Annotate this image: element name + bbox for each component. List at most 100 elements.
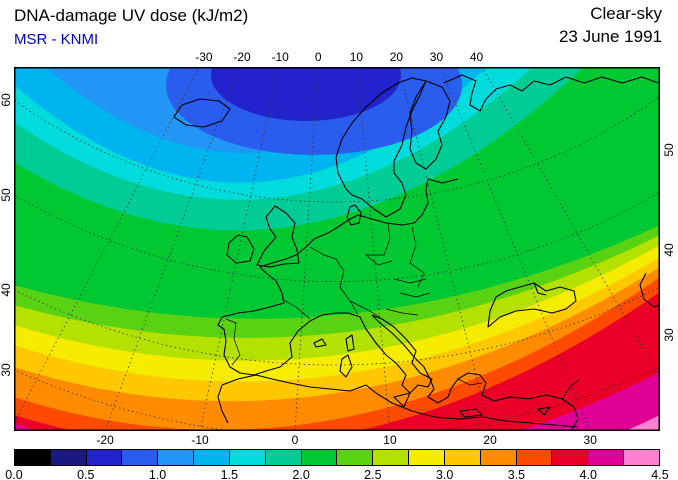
lat-tick-label: 60 — [0, 93, 13, 107]
country-border-path — [393, 278, 427, 284]
coastline-path — [346, 204, 362, 226]
page-title: DNA-damage UV dose (kJ/m2) — [14, 6, 249, 25]
coastline-path — [217, 384, 229, 424]
longitude-ticks-bottom: -20 -10 0 10 20 30 — [14, 433, 660, 448]
coastline-path — [443, 74, 659, 112]
lon-tick-label: -30 — [195, 50, 213, 64]
lon-tick-label: 30 — [429, 50, 444, 64]
colorbar-tick-label: 1.5 — [220, 468, 239, 480]
longitude-ticks-top: -30 -20 -10 0 10 20 30 40 — [14, 50, 660, 65]
graticule-meridian — [199, 67, 279, 431]
colorbar-segment — [337, 450, 374, 465]
colorbar-tick-label: 2.0 — [292, 468, 310, 480]
country-border-path — [365, 222, 393, 266]
lat-tick-label: 50 — [0, 188, 13, 202]
colorbar-tick-label: 1.0 — [148, 468, 167, 480]
colorbar-tick-label: 3.5 — [507, 468, 526, 480]
colorbar-segment — [480, 450, 517, 465]
coastline-path — [256, 205, 300, 268]
graticule-meridian — [14, 67, 200, 425]
lon-tick-label: 10 — [349, 50, 364, 64]
colorbar-segment — [516, 450, 553, 465]
map-area — [14, 67, 660, 431]
lon-tick-label: 20 — [389, 50, 404, 64]
colorbar — [14, 449, 660, 466]
colorbar-labels: 0.0 0.5 1.0 1.5 2.0 2.5 3.0 3.5 4.0 4.5 — [5, 468, 668, 480]
colorbar-tick-label: 0.0 — [5, 468, 23, 480]
colorbar-segment — [624, 450, 659, 465]
country-border-path — [225, 318, 241, 366]
lon-tick-label: -20 — [233, 50, 251, 64]
colorbar-segment — [15, 450, 51, 465]
lat-tick-label: 30 — [0, 363, 13, 377]
graticule-meridian — [104, 67, 240, 431]
country-border-path — [349, 300, 381, 318]
uv-band — [14, 372, 660, 431]
condition-label: Clear-sky — [590, 4, 662, 23]
colorbar-segment — [588, 450, 625, 465]
coastline-path — [313, 338, 327, 348]
lat-tick-label: 50 — [662, 143, 676, 157]
lon-tick-label: -10 — [271, 50, 289, 64]
colorbar-segment — [265, 450, 302, 465]
colorbar-segment — [373, 450, 410, 465]
lon-tick-label: 30 — [583, 433, 597, 447]
date-label: 23 June 1991 — [558, 27, 662, 46]
lon-tick-label: -20 — [96, 433, 114, 447]
lon-tick-label: 0 — [291, 433, 299, 447]
colorbar-segment — [444, 450, 481, 465]
country-border-path — [385, 308, 419, 316]
lon-tick-label: -10 — [191, 433, 209, 447]
colorbar-segment — [50, 450, 87, 465]
graticule-meridian — [398, 67, 491, 431]
colorbar-segment — [552, 450, 589, 465]
lon-tick-label: 40 — [469, 50, 484, 64]
colorbar-tick-label: 4.5 — [651, 468, 669, 480]
coastline-path — [217, 178, 459, 394]
colorbar-segment — [301, 450, 338, 465]
coastline-path — [335, 77, 427, 218]
coastline-path — [173, 98, 231, 128]
uv-low-trough — [211, 67, 401, 121]
country-border-path — [457, 378, 483, 386]
colorbar-tick-label: 3.0 — [435, 468, 454, 480]
lat-tick-label: 40 — [0, 283, 13, 297]
coastline-path — [393, 392, 411, 408]
coastline-path — [459, 408, 483, 418]
colorbar-segment — [86, 450, 123, 465]
country-border-path — [281, 298, 311, 320]
latitude-ticks-left: 60 50 40 30 — [0, 67, 13, 431]
source-label: MSR - KNMI — [14, 31, 99, 48]
coastline-path — [226, 234, 255, 264]
coastline-path — [639, 272, 660, 308]
colorbar-tick-label: 4.0 — [579, 468, 597, 480]
coastline-path — [221, 374, 579, 428]
country-border-path — [409, 226, 425, 288]
coastline-path — [487, 282, 577, 328]
lon-tick-label: 10 — [383, 433, 397, 447]
coastline-path — [409, 80, 451, 170]
colorbar-segment — [409, 450, 445, 465]
country-border-path — [561, 378, 581, 400]
coastline-path — [537, 406, 551, 416]
colorbar-segment — [194, 450, 230, 465]
colorbar-tick-label: 0.5 — [77, 468, 95, 480]
colorbar-tick-label: 2.5 — [364, 468, 382, 480]
uv-dose-map — [14, 67, 660, 431]
colorbar-segment — [158, 450, 195, 465]
country-border-path — [399, 292, 431, 298]
latitude-ticks-right: 50 40 30 — [662, 67, 676, 431]
lat-tick-label: 40 — [662, 243, 676, 257]
coastline-path — [533, 282, 547, 296]
map-frame — [14, 67, 660, 431]
colorbar-segment — [122, 450, 159, 465]
lon-tick-label: 0 — [314, 50, 322, 64]
uv-field-layer — [14, 67, 660, 431]
uv-band — [14, 292, 660, 431]
lat-tick-label: 30 — [662, 328, 676, 342]
colorbar-segment — [229, 450, 266, 465]
lon-tick-label: 20 — [483, 433, 497, 447]
coastline-path — [339, 354, 353, 378]
coastline-path — [345, 334, 355, 352]
